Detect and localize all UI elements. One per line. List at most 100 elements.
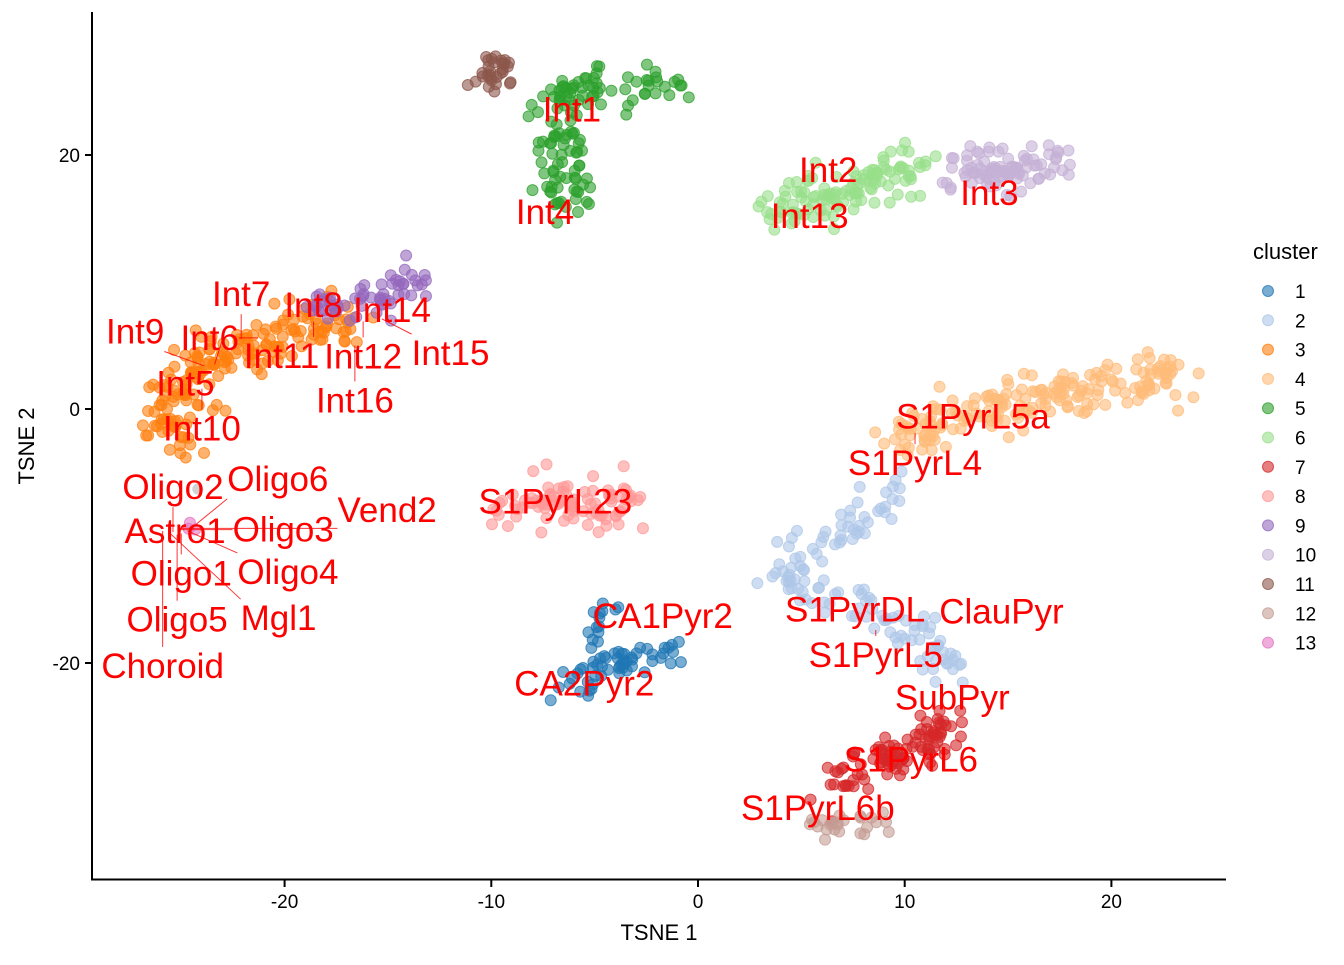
- data-point: [1000, 388, 1013, 401]
- data-point: [886, 757, 899, 770]
- x-tick-label: -10: [478, 892, 505, 913]
- data-point: [257, 327, 270, 340]
- data-point: [1042, 139, 1055, 152]
- data-point: [791, 185, 804, 198]
- data-point: [573, 159, 586, 172]
- cluster-label: Int7: [212, 275, 270, 314]
- data-point: [868, 196, 881, 209]
- data-point: [766, 570, 779, 583]
- data-point: [878, 614, 891, 627]
- data-point: [761, 190, 774, 203]
- data-point: [817, 574, 830, 587]
- data-point: [537, 90, 550, 103]
- data-point: [835, 519, 848, 532]
- x-tick-label: 10: [894, 892, 915, 913]
- data-point: [1035, 158, 1048, 171]
- data-point: [285, 350, 298, 363]
- data-point: [894, 443, 907, 456]
- data-point: [877, 151, 890, 164]
- cluster-label: Astro1: [124, 512, 225, 551]
- legend-key-icon: [1262, 431, 1274, 444]
- data-point: [509, 499, 522, 512]
- data-point: [197, 446, 210, 459]
- data-point: [929, 675, 942, 688]
- points-layer: [136, 50, 1205, 846]
- data-point: [955, 716, 968, 729]
- data-point: [545, 186, 558, 199]
- data-point: [1017, 367, 1030, 380]
- legend-label: 8: [1295, 487, 1306, 508]
- data-point: [586, 661, 599, 674]
- legend-label: 9: [1295, 516, 1306, 537]
- data-point: [504, 76, 517, 89]
- data-point: [162, 366, 175, 379]
- data-point: [1026, 385, 1039, 398]
- cluster-9-points: [300, 249, 432, 327]
- cluster-label: Int10: [163, 410, 241, 449]
- data-point: [654, 651, 667, 664]
- data-point: [282, 308, 295, 321]
- data-point: [932, 716, 945, 729]
- data-point: [203, 343, 216, 356]
- label-leader-line: [381, 318, 412, 335]
- data-point: [568, 183, 581, 196]
- data-point: [1091, 388, 1104, 401]
- cluster-label: Choroid: [101, 647, 224, 686]
- cluster-label: Int8: [284, 286, 342, 325]
- data-point: [506, 488, 519, 501]
- data-point: [849, 610, 862, 623]
- data-point: [855, 588, 868, 601]
- data-point: [554, 495, 567, 508]
- y-axis-title: TSNE 2: [14, 407, 39, 484]
- data-point: [937, 646, 950, 659]
- data-point: [878, 437, 891, 450]
- data-point: [195, 330, 208, 343]
- cluster-3-points: [136, 284, 380, 464]
- data-point: [393, 275, 406, 288]
- data-point: [818, 209, 831, 222]
- data-point: [619, 83, 632, 96]
- data-point: [882, 179, 895, 192]
- data-point: [983, 141, 996, 154]
- legend-label: 7: [1295, 458, 1306, 479]
- data-point: [594, 98, 607, 111]
- data-point: [582, 197, 595, 210]
- data-point: [902, 145, 915, 158]
- data-point: [249, 347, 262, 360]
- data-point: [1017, 149, 1030, 162]
- data-point: [831, 198, 844, 211]
- data-point: [615, 647, 628, 660]
- data-point: [419, 290, 432, 303]
- data-point: [773, 558, 786, 571]
- data-point: [572, 205, 585, 218]
- data-point: [1084, 369, 1097, 382]
- cluster-label: Oligo4: [237, 553, 338, 592]
- data-point: [869, 426, 882, 439]
- data-point: [911, 422, 924, 435]
- cluster-label: CA2Pyr2: [514, 664, 654, 703]
- x-tick-label: 20: [1101, 892, 1122, 913]
- label-leader-lines-layer: [162, 314, 916, 647]
- data-point: [929, 150, 942, 163]
- cluster-label: Int15: [412, 334, 490, 373]
- data-point: [675, 79, 688, 92]
- data-point: [1062, 168, 1075, 181]
- data-point: [751, 577, 764, 590]
- data-point: [809, 156, 822, 169]
- legend-item-11: 11: [1262, 575, 1315, 596]
- data-point: [882, 825, 895, 838]
- data-point: [557, 138, 570, 151]
- data-point: [763, 213, 776, 226]
- data-point: [1012, 411, 1025, 424]
- data-point: [552, 482, 565, 495]
- data-point: [288, 325, 301, 338]
- data-point: [142, 429, 155, 442]
- data-point: [392, 288, 405, 301]
- data-point: [1000, 188, 1013, 201]
- data-point: [1172, 404, 1185, 417]
- data-point: [895, 465, 908, 478]
- legend-item-10: 10: [1262, 546, 1316, 567]
- data-point: [869, 177, 882, 190]
- data-point: [620, 108, 633, 121]
